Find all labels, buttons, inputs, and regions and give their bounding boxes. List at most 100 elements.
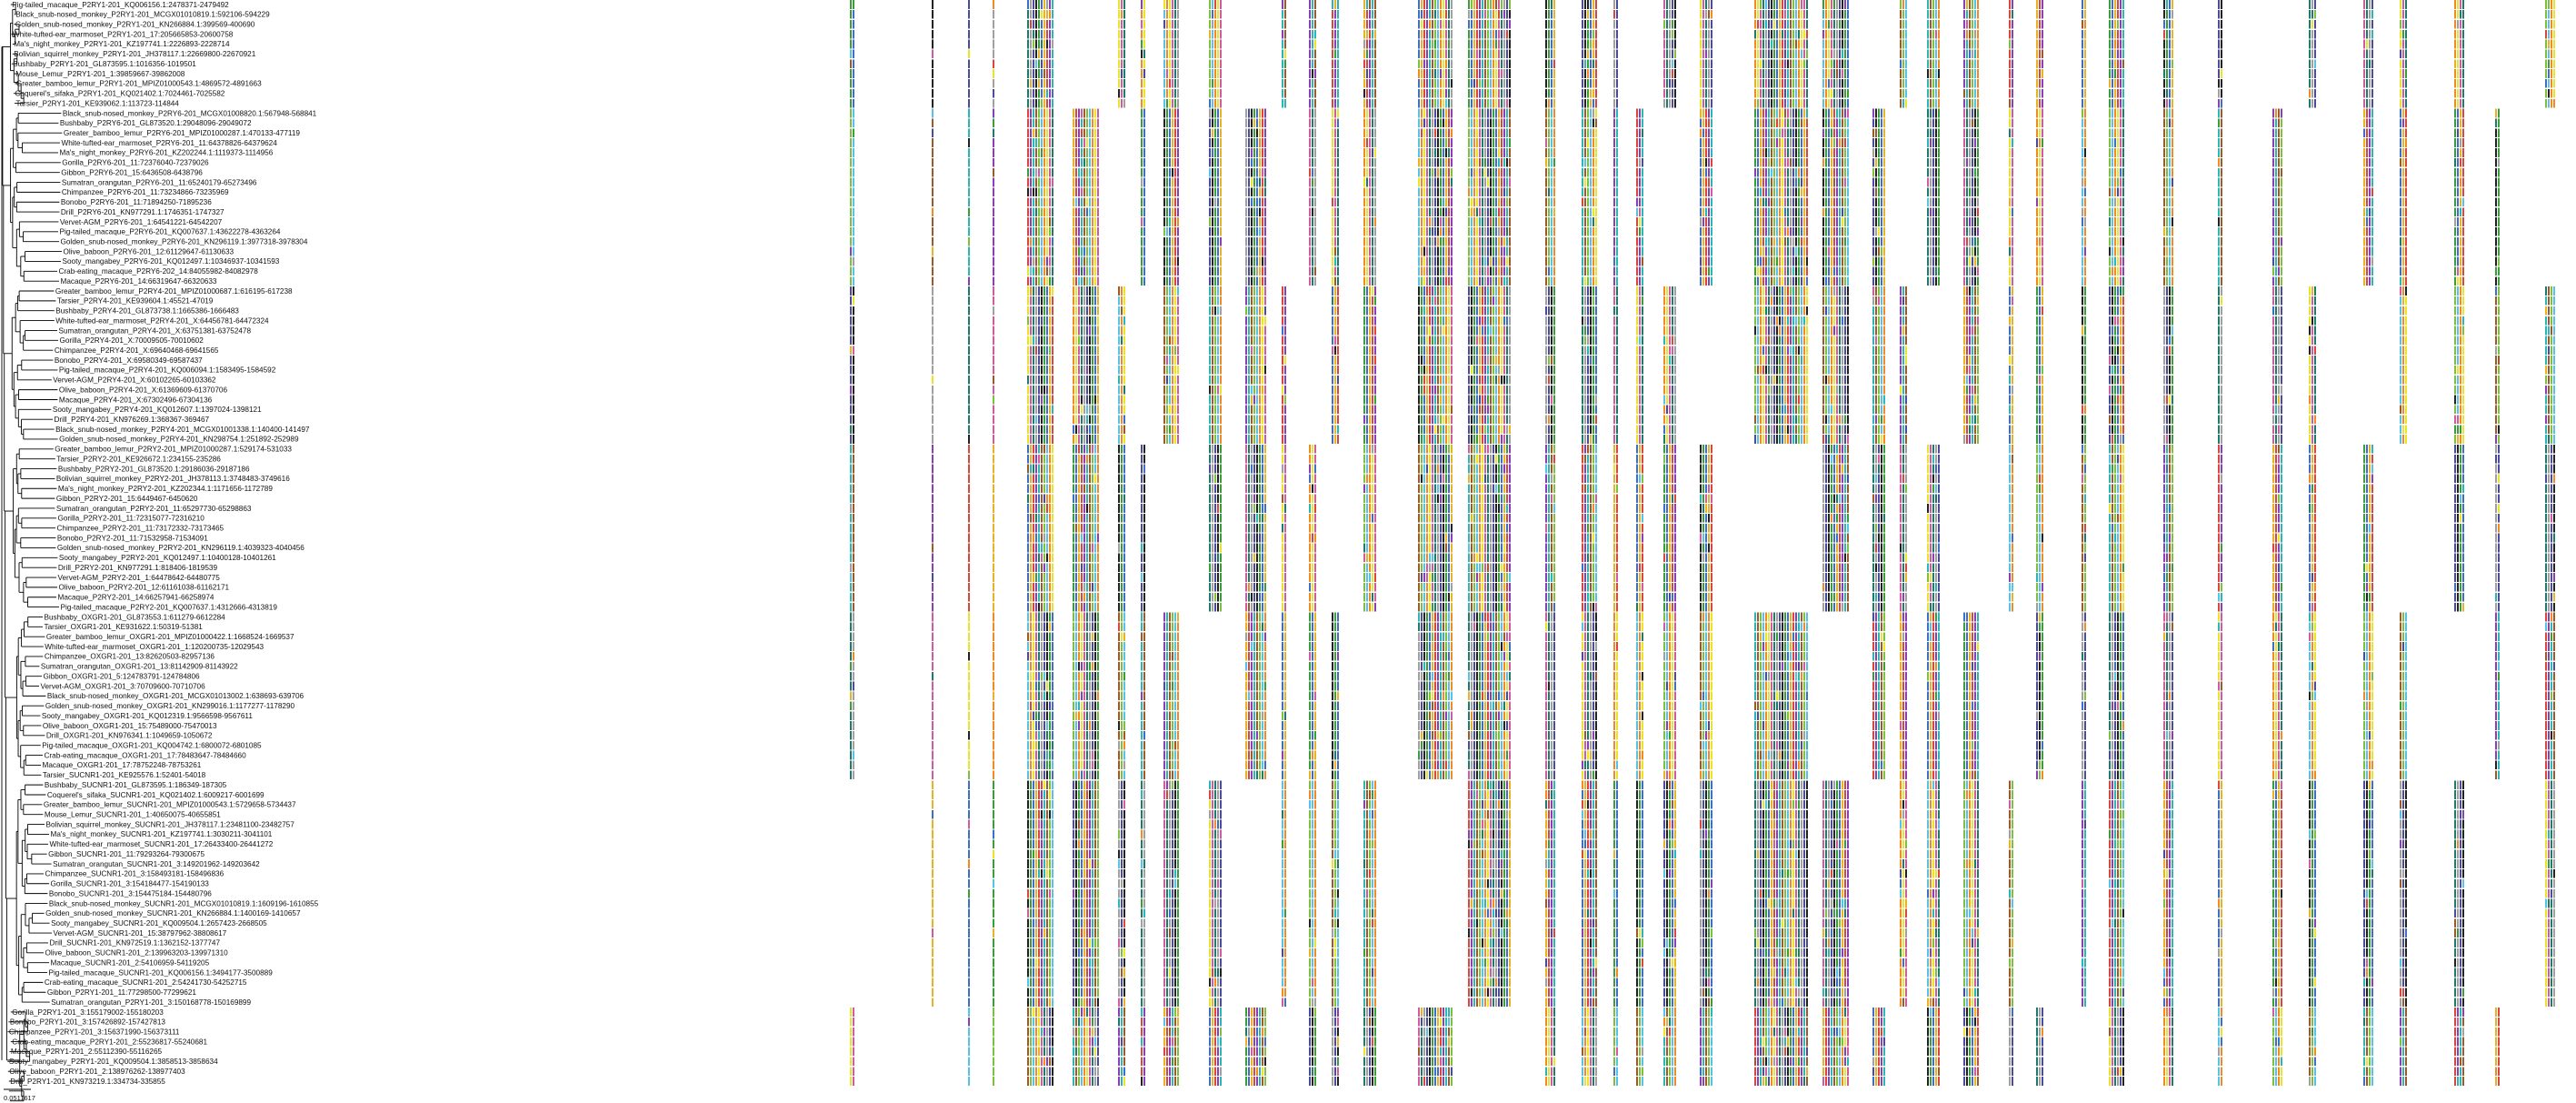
alignment-cell	[853, 178, 854, 187]
alignment-cell	[1332, 257, 1333, 266]
alignment-cell	[1847, 79, 1849, 88]
alignment-cell	[1177, 266, 1179, 276]
alignment-cell	[1214, 227, 1216, 236]
alignment-cell	[1803, 257, 1805, 266]
alignment-cell	[2371, 128, 2373, 137]
alignment-cell	[1141, 59, 1143, 68]
alignment-cell	[1423, 10, 1425, 19]
alignment-cell	[1309, 257, 1311, 266]
alignment-cell	[1642, 119, 1643, 128]
alignment-cell	[2042, 0, 2043, 9]
alignment-cell	[1792, 119, 1794, 128]
alignment-cell	[1448, 40, 1450, 49]
alignment-cell	[2545, 30, 2547, 39]
alignment-cell	[1482, 79, 1483, 88]
alignment-cell	[2166, 99, 2168, 108]
alignment-cell	[1669, 79, 1671, 88]
alignment-cell	[1702, 197, 1704, 206]
alignment-cell	[1553, 10, 1555, 19]
alignment-cell	[1451, 109, 1453, 118]
alignment-cell	[1073, 227, 1074, 236]
alignment-cell	[1842, 30, 1843, 39]
alignment-cell	[2278, 109, 2280, 118]
alignment-cell	[1966, 79, 1968, 88]
alignment-cell	[2495, 217, 2497, 226]
alignment-cell	[2117, 178, 2119, 187]
alignment-cell	[1426, 128, 1428, 137]
alignment-cell	[1595, 178, 1597, 187]
alignment-cell	[1262, 128, 1263, 137]
alignment-cell	[1309, 227, 1311, 236]
alignment-cell	[1097, 207, 1099, 216]
alignment-cell	[2400, 138, 2401, 147]
alignment-cell	[1046, 207, 1048, 216]
alignment-cell	[1174, 69, 1176, 78]
alignment-cell	[2275, 217, 2277, 226]
alignment-cell	[1083, 217, 1085, 226]
alignment-cell	[1172, 128, 1173, 137]
alignment-cell	[1963, 40, 1965, 49]
alignment-cell	[1166, 247, 1168, 256]
alignment-cell	[2012, 20, 2013, 29]
alignment-cell	[1052, 20, 1053, 29]
alignment-cell	[1174, 217, 1176, 226]
alignment-cell	[1700, 10, 1702, 19]
alignment-cell	[1501, 197, 1503, 206]
alignment-cell	[1844, 128, 1846, 137]
alignment-cell	[1220, 257, 1222, 266]
alignment-cell	[1426, 178, 1428, 187]
alignment-cell	[1881, 257, 1882, 266]
alignment-cell	[2169, 247, 2171, 256]
alignment-cell	[2009, 59, 2011, 68]
alignment-cell	[1094, 119, 1096, 128]
alignment-cell	[2462, 59, 2464, 68]
alignment-cell	[1674, 40, 1676, 49]
alignment-cell	[1220, 30, 1222, 39]
alignment-cell	[1669, 69, 1671, 78]
alignment-cell	[2172, 217, 2173, 226]
alignment-cell	[1828, 188, 1830, 197]
alignment-cell	[2009, 168, 2011, 177]
alignment-cell	[2166, 89, 2168, 98]
alignment-cell	[1784, 227, 1786, 236]
alignment-cell	[1143, 148, 1145, 157]
alignment-cell	[2012, 178, 2013, 187]
alignment-cell	[1421, 109, 1423, 118]
alignment-cell	[1595, 69, 1597, 78]
alignment-cell	[1927, 40, 1929, 49]
alignment-cell	[2036, 188, 2038, 197]
alignment-cell	[1372, 237, 1373, 246]
alignment-cell	[1503, 227, 1505, 236]
alignment-cell	[1035, 79, 1037, 88]
alignment-cell	[2545, 20, 2547, 29]
alignment-cell	[1312, 217, 1313, 226]
alignment-cell	[1166, 178, 1168, 187]
alignment-cell	[1590, 128, 1592, 137]
alignment-cell	[1663, 99, 1665, 108]
alignment-cell	[1878, 257, 1880, 266]
alignment-cell	[2163, 158, 2165, 167]
alignment-cell	[1035, 49, 1037, 58]
alignment-cell	[1878, 158, 1880, 167]
alignment-cell	[1097, 119, 1099, 128]
alignment-cell	[1666, 30, 1668, 39]
alignment-cell	[1046, 10, 1048, 19]
alignment-cell	[2281, 138, 2282, 147]
alignment-cell	[1757, 49, 1759, 58]
alignment-cell	[2405, 247, 2407, 256]
alignment-cell	[1440, 207, 1442, 216]
alignment-cell	[1754, 128, 1756, 137]
alignment-cell	[1495, 128, 1497, 137]
alignment-cell	[1421, 178, 1423, 187]
alignment-cell	[1639, 197, 1641, 206]
alignment-cell	[2169, 0, 2171, 9]
alignment-cell	[1792, 148, 1794, 157]
alignment-cell	[1935, 49, 1937, 58]
alignment-cell	[1784, 237, 1786, 246]
alignment-cell	[1836, 30, 1838, 39]
alignment-cell	[1839, 10, 1841, 19]
alignment-cell	[1121, 59, 1123, 68]
alignment-cell	[2400, 10, 2401, 19]
alignment-cell	[1033, 178, 1034, 187]
alignment-cell	[1784, 138, 1786, 147]
